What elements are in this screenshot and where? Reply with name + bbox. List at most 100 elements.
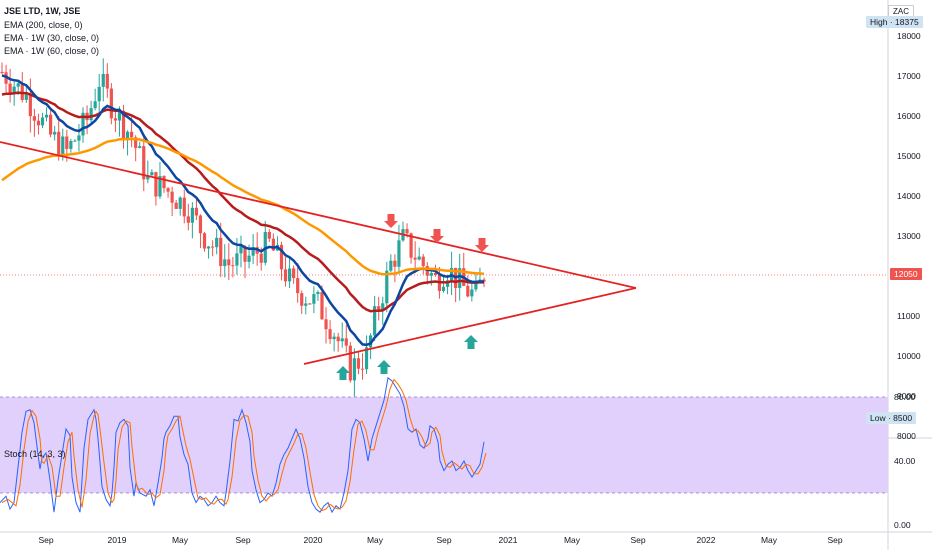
candle-body: [190, 207, 194, 223]
time-tick-label: 2019: [108, 535, 127, 545]
candle-body: [304, 303, 308, 306]
candle-body: [470, 289, 474, 297]
high-price-tag: High · 18375: [866, 16, 923, 28]
candle-body: [215, 237, 219, 248]
candle-body: [389, 260, 393, 271]
ema-30-line: [1, 74, 484, 347]
candle-body: [308, 303, 312, 305]
candle-body: [373, 306, 377, 336]
candle-body: [352, 358, 356, 381]
candle-body: [170, 191, 174, 203]
candle-body: [211, 246, 215, 248]
candle-body: [49, 114, 53, 135]
time-tick-label: Sep: [38, 535, 53, 545]
candle-body: [158, 176, 162, 197]
time-tick-label: May: [367, 535, 384, 545]
candle-body: [344, 338, 348, 346]
indicator-ema200-label[interactable]: EMA (200, close, 0): [4, 20, 83, 30]
time-tick-label: 2020: [304, 535, 323, 545]
candle-body: [231, 265, 235, 267]
time-tick-label: May: [564, 535, 581, 545]
candle-body: [24, 94, 28, 100]
time-tick-label: 2022: [697, 535, 716, 545]
stoch-tick-label: 40.00: [894, 456, 916, 466]
candle-body: [441, 286, 446, 291]
resistance-arrow: [430, 229, 444, 243]
candle-body: [247, 255, 251, 262]
candle-body: [348, 345, 352, 381]
candle-body: [251, 247, 255, 256]
candle-body: [81, 112, 85, 136]
support-arrow: [464, 335, 478, 349]
indicator-ema30-label[interactable]: EMA · 1W (30, close, 0): [4, 33, 100, 43]
candle-body: [385, 270, 389, 304]
candle-body: [0, 72, 4, 73]
candle-body: [235, 253, 239, 266]
candle-body: [97, 86, 101, 102]
candle-body: [186, 216, 190, 223]
candle-body: [202, 233, 207, 249]
candle-body: [40, 117, 45, 126]
candles-group: [0, 58, 486, 397]
candle-body: [57, 131, 61, 157]
candle-body: [113, 118, 118, 121]
candle-body: [417, 256, 421, 260]
price-tick-label: 13000: [897, 231, 921, 241]
stoch-tick-label: 80.00: [894, 392, 916, 402]
candle-body: [243, 246, 247, 262]
candle-body: [182, 197, 186, 217]
candle-body: [397, 240, 401, 267]
candle-body: [109, 88, 113, 119]
price-tick-label: 14000: [897, 191, 921, 201]
resistance-arrow: [475, 238, 489, 252]
candle-body: [259, 253, 263, 263]
candle-body: [340, 338, 344, 342]
ema-60-line: [1, 91, 484, 313]
upper-trendline: [0, 141, 637, 289]
candle-body: [381, 303, 385, 311]
price-tick-label: 18000: [897, 31, 921, 41]
candle-body: [393, 260, 397, 267]
candle-body: [32, 116, 37, 121]
indicator-ema60-label[interactable]: EMA · 1W (60, close, 0): [4, 46, 100, 56]
candle-body: [36, 120, 41, 126]
price-tick-label: 17000: [897, 71, 921, 81]
candle-body: [16, 83, 20, 87]
candle-body: [405, 229, 409, 234]
ema-200-line: [1, 137, 485, 276]
support-arrow: [377, 360, 391, 374]
candle-body: [174, 202, 178, 209]
candle-body: [320, 291, 324, 320]
candle-body: [142, 146, 146, 180]
candle-body: [206, 246, 211, 249]
candle-body: [474, 282, 478, 290]
candle-body: [279, 244, 284, 270]
candle-body: [287, 268, 292, 282]
candle-body: [227, 259, 231, 266]
candle-body: [219, 237, 223, 267]
candle-body: [324, 319, 328, 330]
candle-body: [101, 73, 105, 87]
candle-body: [8, 83, 12, 93]
candle-body: [93, 101, 97, 109]
candle-body: [162, 176, 166, 189]
candle-body: [271, 238, 275, 251]
price-tick-label: 11000: [897, 311, 920, 321]
candle-body: [328, 329, 332, 340]
candle-body: [77, 135, 81, 141]
support-arrow: [336, 366, 350, 380]
candle-body: [65, 136, 69, 149]
candle-body: [223, 259, 227, 267]
price-tick-label: 9000: [897, 391, 916, 401]
candle-body: [73, 140, 77, 142]
candle-body: [364, 347, 369, 370]
time-tick-label: Sep: [630, 535, 645, 545]
stoch-indicator-label[interactable]: Stoch (14, 3, 3): [4, 449, 66, 459]
candle-body: [20, 83, 24, 100]
candle-body: [69, 141, 73, 149]
candle-body: [194, 207, 199, 216]
candle-body: [433, 272, 437, 276]
stoch-d-line: [1, 378, 487, 512]
